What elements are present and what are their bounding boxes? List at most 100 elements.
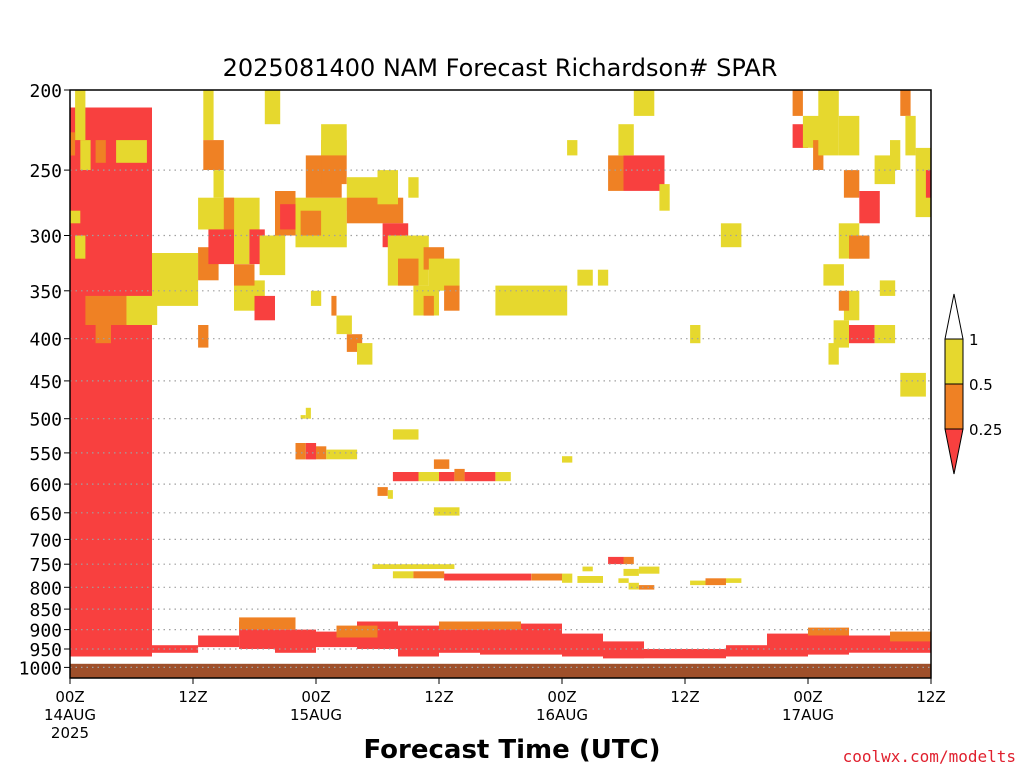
ri-cell-high [392, 571, 414, 579]
ri-cell-low [925, 170, 931, 198]
ri-cell-high [597, 269, 609, 286]
x-tick-label: 12Z [916, 688, 945, 706]
ri-cell-mid [849, 235, 870, 259]
y-tick-label: 300 [29, 227, 62, 248]
ri-cell-mid [203, 140, 224, 170]
ri-cell-mid [300, 210, 322, 236]
ri-cell-high [879, 280, 896, 296]
ri-cell-high [659, 184, 670, 211]
ri-cell-low [849, 635, 890, 653]
x-tick-label: 00Z [547, 688, 576, 706]
ri-cell-high [392, 429, 419, 440]
ri-cell-high [357, 343, 373, 365]
ri-cell-low [439, 629, 480, 653]
ri-cell-high [833, 320, 849, 348]
ri-cell-high [75, 90, 86, 141]
y-tick-label: 500 [29, 410, 62, 431]
ri-cell-high [638, 566, 660, 574]
x-tick-label: 12Z [178, 688, 207, 706]
ri-cell-mid [234, 264, 255, 286]
x-tick-label: 12Z [670, 688, 699, 706]
ri-cell-low [305, 443, 317, 460]
ri-cell-high [75, 235, 86, 259]
ri-cell-mid [608, 155, 624, 191]
ri-cell-high [377, 170, 398, 205]
ri-cell-mid [838, 290, 850, 311]
ri-cell-low [726, 645, 767, 657]
ri-cell-low [275, 629, 316, 653]
ri-cell-high [577, 576, 603, 583]
ri-cell-high [495, 472, 511, 482]
ri-cell-high [234, 229, 250, 265]
ri-cell-mid [843, 170, 860, 198]
ri-cell-mid [95, 325, 111, 344]
x-tick-date: 15AUG [290, 706, 342, 724]
y-tick-label: 600 [29, 475, 62, 496]
ri-cell-high [264, 90, 281, 125]
plot-cells [70, 90, 931, 678]
plot-grid [70, 169, 931, 669]
ri-cell-mid [336, 625, 378, 638]
colorbar-mid [944, 383, 964, 430]
ri-cell-mid [444, 285, 460, 311]
y-tick-label: 350 [29, 282, 62, 303]
ri-cell-high [890, 140, 901, 170]
ri-cell-high [116, 140, 147, 163]
y-tick-label: 250 [29, 161, 62, 182]
colorbar-high [944, 338, 964, 385]
ri-cell-low [254, 295, 275, 321]
ri-cell-high [802, 115, 824, 148]
ri-cell-mid [223, 197, 235, 230]
ri-cell-high [80, 140, 91, 170]
ri-cell-mid [95, 140, 106, 163]
y-tick-label: 900 [29, 621, 62, 642]
ri-cell-low [444, 573, 532, 581]
ri-cell-mid [70, 132, 76, 156]
chart-title: 2025081400 NAM Forecast Richardson# SPAR [223, 54, 778, 82]
ri-cell-low [521, 623, 562, 655]
y-tick-label: 750 [29, 555, 62, 576]
y-tick-label: 650 [29, 504, 62, 525]
colorbar-label: 0.25 [969, 421, 1002, 439]
y-tick-label: 950 [29, 640, 62, 661]
y-tick-label: 550 [29, 444, 62, 465]
ri-cell-low [562, 633, 603, 657]
ri-cell-high [577, 269, 593, 286]
ri-cell-mid [423, 295, 434, 316]
ri-cell-high [726, 578, 742, 583]
ri-cell-mid [433, 459, 450, 469]
x-tick-date: 14AUG [44, 706, 96, 724]
y-tick-label: 850 [29, 600, 62, 621]
ri-cell-high [300, 415, 306, 419]
ri-cell-mid [85, 295, 127, 325]
ri-cell-high [562, 456, 573, 463]
ri-cell-low [392, 472, 419, 482]
ri-cell-high [326, 449, 358, 460]
ri-cell-high [495, 285, 568, 316]
ri-cell-high [818, 90, 839, 156]
ri-cell-mid [316, 446, 327, 460]
colorbar-top-triangle [944, 293, 964, 340]
x-tick-label: 00Z [55, 688, 84, 706]
ri-cell-high [628, 582, 639, 590]
ri-cell-low [208, 229, 234, 265]
ri-cell-low [623, 155, 665, 191]
x-tick-label: 00Z [793, 688, 822, 706]
ri-cell-high [213, 170, 224, 198]
ri-cell-high [828, 343, 839, 365]
ri-cell-high [70, 210, 81, 224]
colorbar-legend: 1 0.5 0.25 [944, 293, 1002, 475]
colorbar-bottom-triangle [944, 428, 964, 475]
colorbar-label: 0.5 [969, 376, 993, 394]
ri-cell-high [567, 140, 578, 156]
ri-cell-mid [377, 487, 388, 496]
credit-text: coolwx.com/modelts [843, 747, 1016, 766]
ri-cell-high [310, 290, 322, 306]
ri-cell-mid [295, 443, 306, 460]
x-tick-date: 17AUG [782, 706, 834, 724]
ri-cell-high [562, 573, 573, 583]
ri-cell-low [105, 140, 117, 163]
ri-cell-high [321, 124, 347, 156]
x-tick-label: 00Z [301, 688, 330, 706]
